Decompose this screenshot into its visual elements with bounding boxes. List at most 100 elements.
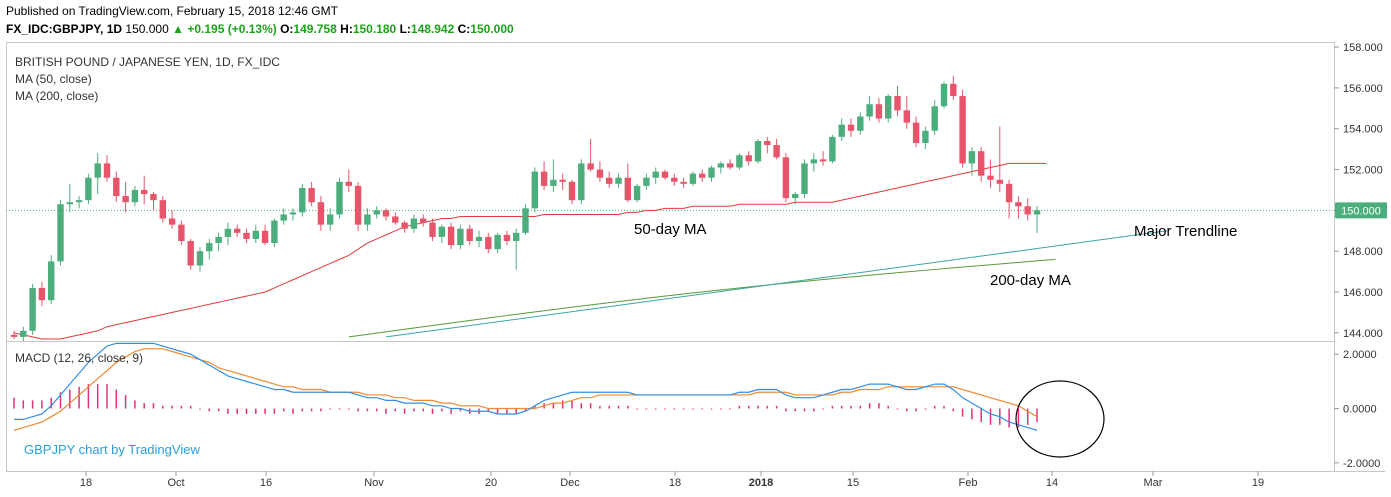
candle-body-34 [327,214,334,225]
price-tick-label-5: 148.000 [1343,246,1383,258]
candle-body-108 [1015,202,1022,207]
candle-body-88 [829,136,836,162]
symbol-name: FX_IDC:GBPJPY, 1D [6,22,123,36]
candle-body-110 [1033,210,1041,215]
candle-body-54 [513,232,520,241]
candle-body-64 [606,177,613,184]
price-tick-label-2: 154.000 [1343,124,1383,136]
candle-body-99 [931,106,938,131]
price-tick-label-0: 158.000 [1343,42,1383,54]
candle-body-16 [159,200,166,219]
candle-body-77 [726,163,734,168]
candle-body-5 [57,204,64,262]
candle-body-40 [382,210,390,217]
candle-body-75 [708,167,715,178]
candle-body-58 [550,179,557,186]
candle-body-93 [875,104,883,119]
open-label: O: [280,22,294,36]
signal-line [13,348,1038,431]
candle-body-57 [540,171,548,186]
time-tick-label-4: 20 [485,477,497,489]
candle-body-83 [782,157,790,199]
macd-tick-label-1: 0.0000 [1343,404,1377,416]
candle-body-41 [392,216,399,223]
credit-text[interactable]: GBPJPY chart by TradingView [24,442,200,457]
time-tick-label-3: Nov [364,477,384,489]
open-value: 149.758 [293,22,337,36]
candle-body-29 [280,214,287,221]
candle-body-96 [903,110,910,123]
candle-body-65 [615,177,622,184]
high-value: 150.180 [352,22,397,36]
close-value: 150.000 [470,22,514,36]
low-label: L: [399,22,411,36]
candle-body-78 [736,155,743,168]
candle-body-28 [271,220,278,244]
candle-body-52 [494,234,501,250]
candle-body-89 [838,124,845,137]
candle-body-60 [568,181,576,201]
candle-body-3 [38,287,46,301]
candle-body-107 [1005,183,1013,203]
ma50-annotation: 50-day MA [634,221,707,238]
candle-body-30 [289,212,297,215]
candle-body-63 [596,169,604,178]
last-price-text: 150.000 [125,22,169,36]
candle-body-90 [847,124,855,131]
candle-body-1 [20,330,27,337]
last-price-tag: 150.000 [1335,202,1387,219]
candle-body-74 [699,173,706,178]
ma200-annotation: 200-day MA [990,272,1071,289]
candle-body-14 [141,189,148,195]
macd-cross-circle [1015,380,1105,458]
candle-body-73 [689,173,697,184]
candle-body-2 [29,287,36,331]
candle-body-67 [633,185,641,201]
candle-body-36 [345,181,352,186]
candle-body-102 [959,96,966,164]
candle-body-76 [717,163,724,168]
candle-body-44 [420,218,427,223]
candle-body-48 [457,228,464,246]
low-value: 148.942 [410,22,455,36]
candle-body-71 [671,177,678,182]
candle-body-98 [922,130,929,144]
macd-legend: MACD (12, 26, close, 9) [15,351,143,365]
candle-body-94 [885,96,892,119]
candle-body-7 [75,200,83,203]
price-tick-label-1: 156.000 [1343,83,1383,95]
candle-body-53 [503,234,511,241]
candle-body-103 [968,151,976,164]
candle-body-50 [475,236,483,241]
price-tick-label-6: 146.000 [1343,287,1383,299]
candle-body-106 [996,179,1003,184]
candle-body-68 [643,177,650,186]
macd-tick-label-2: -2.0000 [1343,458,1380,470]
candle-body-37 [354,185,362,225]
price-pane-frame [6,42,1335,342]
candle-body-39 [373,210,380,215]
candle-body-13 [131,189,139,203]
candle-body-26 [252,230,259,239]
candle-body-86 [810,159,817,164]
last-price-label: 150.000 [1341,205,1381,217]
candle-body-24 [234,228,241,233]
change-text: ▲ +0.195 (+0.13%) [172,22,277,36]
candle-body-22 [215,236,222,244]
price-tick-label-3: 152.000 [1343,165,1383,177]
candle-body-101 [950,83,957,97]
candle-body-79 [745,155,752,162]
candle-body-21 [206,243,213,252]
time-tick-label-6: 18 [669,477,681,489]
time-tick-label-7: 2018 [749,477,773,489]
candle-body-109 [1024,206,1031,215]
major-trendline [385,230,1168,338]
candle-body-11 [113,177,120,197]
ma50-line [13,162,1047,340]
candle-body-4 [48,261,55,301]
time-tick-label-2: 16 [260,477,272,489]
candle-body-17 [168,218,176,225]
candle-body-33 [317,202,325,225]
candle-body-42 [401,222,408,229]
